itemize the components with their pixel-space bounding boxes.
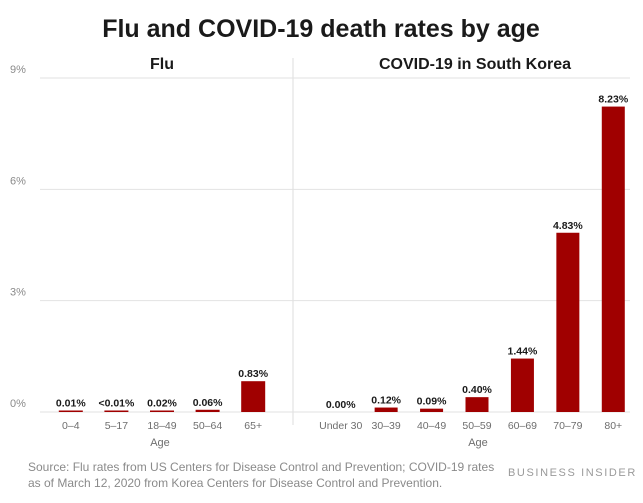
covid-x-tick-label: Under 30 bbox=[319, 420, 362, 432]
flu-x-tick-label: 65+ bbox=[244, 420, 262, 432]
covid-data-label: 0.00% bbox=[326, 399, 356, 411]
flu-data-label: <0.01% bbox=[98, 398, 135, 410]
covid-x-tick-label: 30–39 bbox=[372, 420, 401, 432]
covid-data-label: 8.23% bbox=[598, 94, 628, 106]
flu-data-label: 0.02% bbox=[147, 398, 177, 410]
flu-x-axis-label: Age bbox=[150, 437, 170, 449]
covid-x-tick-label: 60–69 bbox=[508, 420, 537, 432]
covid-bar bbox=[465, 397, 489, 412]
bars bbox=[58, 106, 625, 412]
gridlines bbox=[40, 77, 630, 413]
flu-x-tick-label: 0–4 bbox=[62, 420, 80, 432]
y-tick-label: 0% bbox=[10, 398, 26, 410]
flu-data-label: 0.06% bbox=[193, 397, 223, 409]
death-rates-chart: Flu and COVID-19 death rates by age Flu … bbox=[10, 15, 630, 449]
covid-data-label: 0.09% bbox=[417, 396, 447, 408]
covid-x-tick-label: 50–59 bbox=[462, 420, 491, 432]
brand-logo: BUSINESS INSIDER bbox=[508, 467, 637, 479]
covid-x-axis-label: Age bbox=[468, 437, 488, 449]
covid-x-tick-label: 80+ bbox=[604, 420, 622, 432]
flu-bar bbox=[195, 409, 220, 412]
source-note: Source: Flu rates from US Centers for Di… bbox=[28, 460, 495, 490]
flu-bar bbox=[241, 381, 266, 412]
y-tick-label: 6% bbox=[10, 175, 26, 187]
flu-x-tick-label: 50–64 bbox=[193, 420, 222, 432]
flu-data-label: 0.01% bbox=[56, 398, 86, 410]
covid-data-label: 4.83% bbox=[553, 220, 583, 232]
flu-bar bbox=[58, 410, 83, 412]
covid-data-label: 1.44% bbox=[508, 346, 538, 358]
flu-data-label: 0.83% bbox=[238, 368, 268, 380]
chart-title: Flu and COVID-19 death rates by age bbox=[102, 15, 540, 43]
flu-panel-title: Flu bbox=[150, 56, 174, 73]
flu-bar bbox=[150, 410, 174, 412]
covid-bar bbox=[420, 408, 444, 412]
covid-bar bbox=[556, 232, 580, 412]
y-tick-label: 3% bbox=[10, 287, 26, 299]
flu-bar bbox=[104, 410, 129, 412]
y-tick-label: 9% bbox=[10, 64, 26, 76]
covid-panel-title: COVID-19 in South Korea bbox=[379, 56, 571, 73]
labels: 0% 3% 6% 9% 0.01% 0–4 <0.01% 5–17 0.02% 18–49 0.06… bbox=[10, 64, 629, 432]
covid-bar bbox=[601, 106, 625, 412]
covid-data-label: 0.40% bbox=[462, 384, 492, 396]
covid-bar bbox=[510, 358, 534, 412]
covid-x-tick-label: 70–79 bbox=[553, 420, 582, 432]
covid-bar bbox=[374, 407, 398, 412]
covid-data-label: 0.12% bbox=[371, 395, 401, 407]
covid-x-tick-label: 40–49 bbox=[417, 420, 446, 432]
flu-x-tick-label: 18–49 bbox=[147, 420, 176, 432]
flu-x-tick-label: 5–17 bbox=[105, 420, 129, 432]
